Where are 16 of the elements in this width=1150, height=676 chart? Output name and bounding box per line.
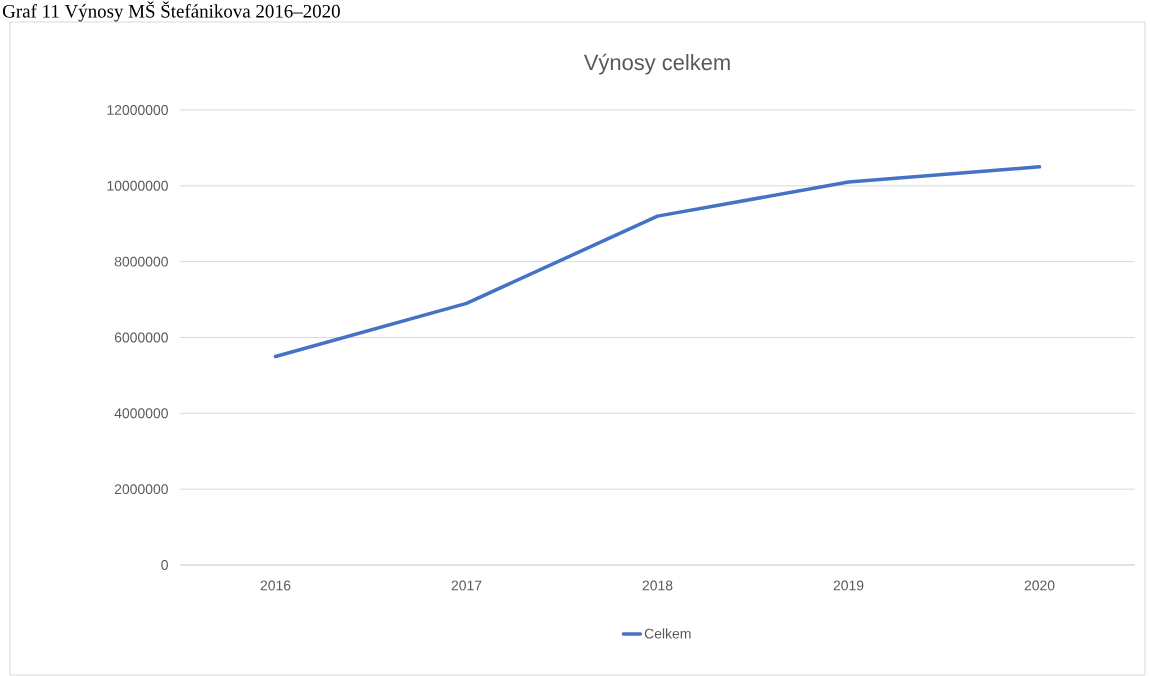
legend-label: Celkem [644,628,691,639]
y-tick-label: 8000000 [114,256,168,267]
x-tick-label: 2017 [451,580,482,591]
y-tick-label: 2000000 [114,484,168,495]
x-tick-label: 2020 [1024,580,1055,591]
y-tick-label: 10000000 [107,180,168,191]
x-tick-label: 2016 [260,580,291,591]
y-tick-label: 12000000 [107,105,168,115]
x-tick-label: 2018 [642,580,673,591]
line-series [273,165,1042,359]
chart-title: Výnosy celkem [583,53,730,75]
x-tick-label: 2019 [833,580,864,591]
y-tick-label: 6000000 [114,332,168,343]
text: Graf 11 Výnosy MŠ Štefánikova 2016–2020 [2,1,340,22]
y-tick-label: 0 [161,560,168,570]
y-tick-label: 4000000 [114,408,168,419]
